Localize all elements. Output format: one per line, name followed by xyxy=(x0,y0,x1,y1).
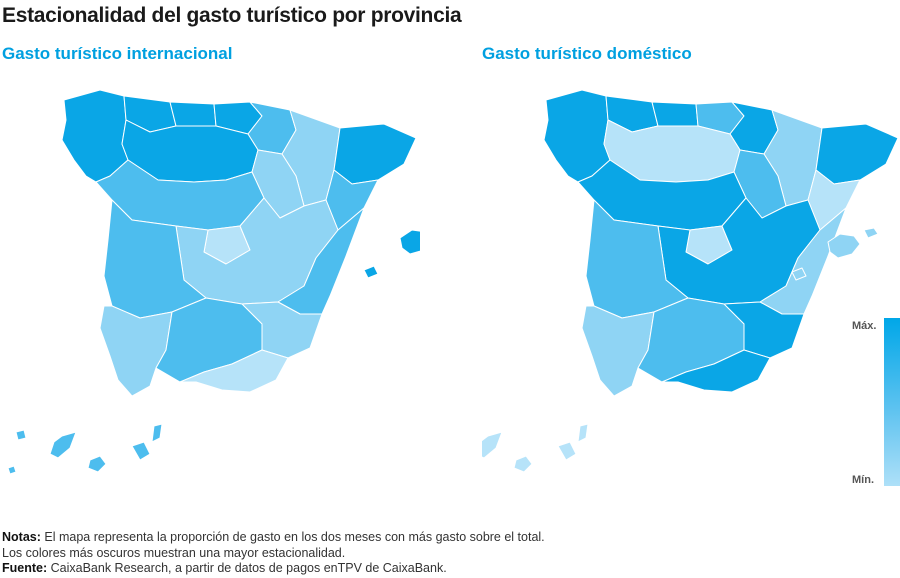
map-subtitle-international: Gasto turístico internacional xyxy=(2,44,233,63)
notes-line-2: Los colores más oscuros muestran una may… xyxy=(2,545,346,560)
region-cantabria xyxy=(651,101,699,127)
region-andalusia-west xyxy=(99,305,173,397)
region-andalusia-east xyxy=(179,349,289,393)
legend-min-label: Mín. xyxy=(852,474,874,486)
region-baleares xyxy=(363,229,420,279)
notes-line-1: Notas: El mapa representa la proporción … xyxy=(2,530,882,546)
source-line: Fuente: CaixaBank Research, a partir de … xyxy=(2,561,882,577)
source-label: Fuente: xyxy=(2,561,48,575)
region-catalonia-north xyxy=(815,123,899,185)
region-canarias xyxy=(482,423,589,473)
map-domestic xyxy=(482,89,899,473)
region-andalusia-west xyxy=(581,305,655,397)
chart-title: Estacionalidad del gasto turístico por p… xyxy=(2,4,462,27)
source-text: CaixaBank Research, a partir de datos de… xyxy=(47,561,447,575)
legend-max-label: Máx. xyxy=(852,320,877,332)
region-cantabria xyxy=(169,101,217,127)
region-canarias xyxy=(7,423,163,475)
notes-label: Notas: xyxy=(2,530,41,544)
footnotes: Notas: El mapa representa la proporción … xyxy=(2,530,882,577)
legend-color-scale xyxy=(884,318,900,486)
region-andalusia-east xyxy=(661,349,771,393)
region-catalonia-north xyxy=(333,123,417,185)
map-subtitle-domestic: Gasto turístico doméstico xyxy=(482,44,692,63)
map-international xyxy=(7,89,420,475)
notes-text-1: El mapa representa la proporción de gast… xyxy=(40,530,545,544)
region-baleares xyxy=(791,227,879,281)
